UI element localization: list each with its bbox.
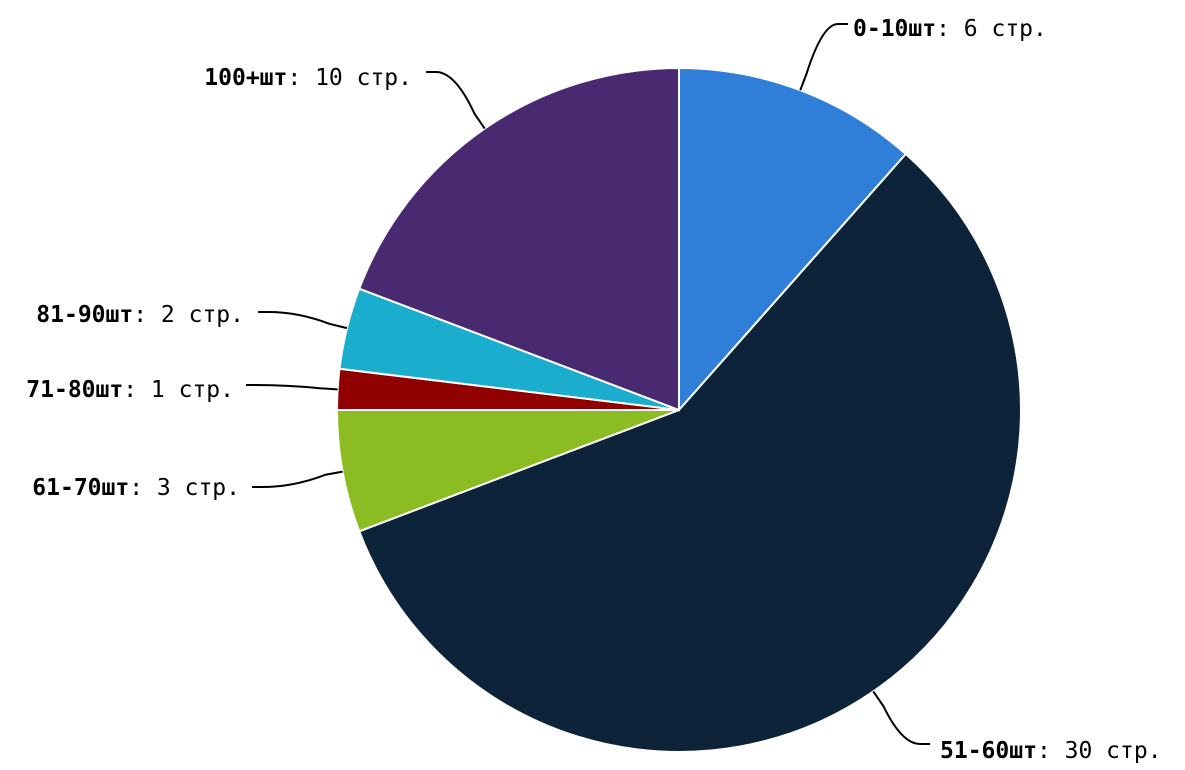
pie-slice-5160[interactable] — [357, 152, 1022, 753]
slice-label-100plus: 100+шт: 10 стр. — [204, 65, 412, 91]
slice-label-value: : 2 стр. — [133, 302, 244, 328]
slice-label-name: 51-60шт — [940, 738, 1037, 764]
pie-slice-010[interactable] — [678, 66, 908, 413]
slice-label-name: 100+шт — [204, 65, 287, 91]
connector-line-010 — [799, 23, 848, 91]
slice-label-value: : 6 стр. — [936, 16, 1047, 42]
slice-label-010: 0-10шт: 6 стр. — [853, 16, 1047, 42]
slice-label-name: 71-80шт — [26, 377, 123, 403]
slice-label-value: : 30 стр. — [1037, 738, 1162, 764]
slice-label-value: : 10 стр. — [287, 65, 412, 91]
slice-label-name: 0-10шт — [853, 16, 936, 42]
slice-label-7180: 71-80шт: 1 стр. — [26, 377, 234, 403]
connector-line-6170 — [252, 470, 343, 488]
pie-slice-6170[interactable] — [335, 409, 680, 533]
slice-label-8190: 81-90шт: 2 стр. — [36, 302, 244, 328]
slice-label-6170: 61-70шт: 3 стр. — [32, 475, 240, 501]
labels-layer: 0-10шт: 6 стр.51-60шт: 30 стр.61-70шт: 3… — [26, 16, 1161, 764]
slice-label-value: : 1 стр. — [123, 377, 234, 403]
slice-label-name: 61-70шт — [32, 475, 129, 501]
connectors-layer — [246, 23, 930, 745]
connector-line-5160 — [872, 690, 930, 745]
pie-slice-100plus[interactable] — [357, 66, 680, 412]
slice-label-5160: 51-60шт: 30 стр. — [940, 738, 1162, 764]
connector-line-100plus — [426, 71, 486, 130]
slice-label-value: : 3 стр. — [129, 475, 240, 501]
connector-line-7180 — [246, 384, 338, 391]
slices-layer — [335, 66, 1022, 753]
slice-label-name: 81-90шт — [36, 302, 133, 328]
connector-line-8190 — [258, 311, 348, 330]
